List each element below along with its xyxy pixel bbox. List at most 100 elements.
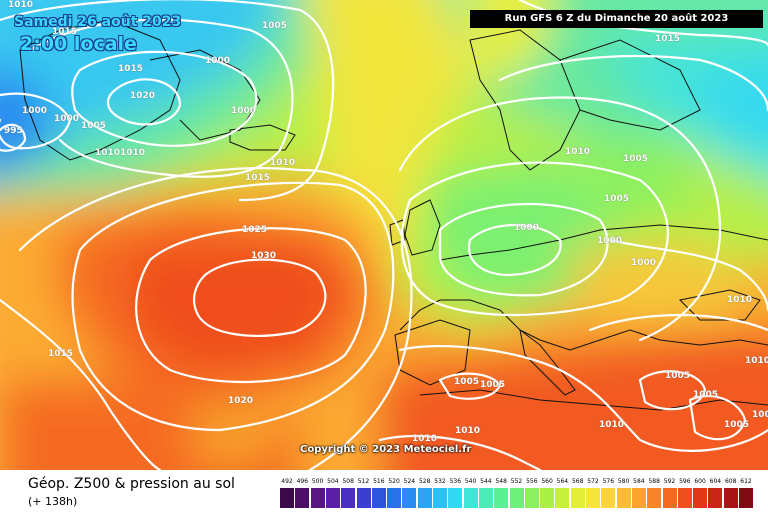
legend-tick: 568: [571, 478, 584, 485]
legend-tick: 604: [709, 478, 722, 485]
isobar-label: 1015: [52, 27, 78, 37]
legend-swatch: [631, 488, 646, 508]
legend-tick: 540: [464, 478, 477, 485]
map-subtitle: (+ 138h): [28, 495, 78, 508]
legend-tick: 492: [281, 478, 293, 485]
legend-swatch: [601, 488, 616, 508]
legend-swatch: [387, 488, 402, 508]
isobar-label: 1015: [245, 173, 271, 183]
legend-tick: 496: [296, 478, 309, 485]
geopotential-field: [0, 0, 768, 470]
isobar-label: 1010: [727, 295, 753, 305]
isobar-label: 1005: [752, 410, 768, 420]
color-legend: 492 496 500 504 508 512 516 520 524 528 532 536 540 5…: [280, 478, 754, 508]
isobar-label: 1015: [118, 64, 144, 74]
legend-swatch: [677, 488, 692, 508]
isobar-label: 1005: [480, 380, 506, 390]
legend-tick: 584: [633, 478, 645, 485]
isobar-label: 1000: [631, 258, 657, 268]
isobar-label: 1005: [665, 371, 691, 381]
isobar-label: 1000: [205, 56, 231, 66]
legend-swatch: [693, 488, 708, 508]
legend-swatch: [325, 488, 340, 508]
legend-swatch: [723, 488, 738, 508]
legend-swatch: [463, 488, 478, 508]
legend-tick: 556: [526, 478, 538, 485]
isobar-label: 1010: [745, 356, 768, 366]
isobar-label: 1010: [95, 148, 121, 158]
isobar-label: 1020: [130, 91, 156, 101]
legend-swatch: [310, 488, 325, 508]
forecast-time: 2:00 locale: [20, 33, 137, 55]
legend-tick: 500: [311, 478, 324, 485]
legend-tick: 520: [388, 478, 400, 485]
isobar-label: 1005: [81, 121, 107, 131]
legend-swatch: [402, 488, 417, 508]
isobar-label: 1005: [262, 21, 288, 31]
legend-tick: 504: [327, 478, 339, 485]
legend-swatch: [280, 488, 294, 508]
isobar-label: 1005: [604, 194, 630, 204]
legend-swatch: [295, 488, 310, 508]
legend-swatch: [647, 488, 662, 508]
legend-swatch: [524, 488, 539, 508]
isobar-label: 1015: [48, 349, 74, 359]
legend-swatch: [540, 488, 555, 508]
legend-tick: 560: [541, 478, 553, 485]
isobar-label: 1025: [242, 225, 268, 235]
legend-swatch: [448, 488, 463, 508]
legend-swatch: [662, 488, 677, 508]
forecast-date: Samedi 26 août 2023: [14, 14, 182, 30]
isobar-label: 1005: [454, 377, 480, 387]
map-title: Géop. Z500 & pression au sol: [28, 476, 235, 492]
copyright: Copyright © 2023 Meteociel.fr: [300, 444, 472, 455]
isobar-label: 1000: [54, 114, 80, 124]
legend-swatch: [739, 488, 753, 508]
legend-tick: 532: [434, 478, 446, 485]
legend-tick: 588: [648, 478, 660, 485]
legend-swatch: [371, 488, 386, 508]
isobar-label: 1005: [693, 390, 719, 400]
legend-tick: 596: [679, 478, 691, 485]
legend-swatch: [570, 488, 585, 508]
legend-tick: 592: [663, 478, 676, 485]
isobar-label: 1020: [228, 396, 254, 406]
legend-tick: 564: [556, 478, 569, 485]
isobar-label: 1010: [455, 426, 481, 436]
isobar-label: 1000: [514, 223, 540, 233]
legend-swatch: [433, 488, 447, 508]
legend-tick: 548: [495, 478, 507, 485]
legend-tick: 524: [403, 478, 416, 485]
legend-tick: 508: [342, 478, 354, 485]
legend-tick: 608: [724, 478, 737, 485]
footer: Géop. Z500 & pression au sol (+ 138h) 49…: [0, 470, 768, 512]
weather-map: Samedi 26 août 2023 2:00 locale Run GFS …: [0, 0, 768, 470]
legend-tick: 576: [602, 478, 615, 485]
isobar-label: 1010: [412, 434, 438, 444]
run-info: Run GFS 6 Z du Dimanche 20 août 2023: [470, 10, 763, 28]
legend-swatch: [708, 488, 723, 508]
legend-tick: 600: [694, 478, 706, 485]
legend-swatch: [509, 488, 524, 508]
isobar-label: 1030: [251, 251, 277, 261]
isobar-label: 1005: [724, 420, 750, 430]
legend-swatch: [586, 488, 600, 508]
legend-swatch: [494, 488, 509, 508]
legend-tick: 544: [480, 478, 492, 485]
legend-tick: 580: [617, 478, 630, 485]
isobar-label: 1000: [22, 106, 48, 116]
legend-swatch: [555, 488, 570, 508]
legend-tick: 536: [449, 478, 462, 485]
isobar-label: 1000: [597, 236, 623, 246]
isobar-label: 1000: [231, 106, 257, 116]
legend-tick: 528: [418, 478, 431, 485]
isobar-label: 1015: [655, 34, 681, 44]
legend-swatch: [478, 488, 493, 508]
legend-swatch: [417, 488, 432, 508]
isobar-label: 1010: [8, 0, 34, 10]
legend-swatch: [616, 488, 631, 508]
legend-tick: 552: [510, 478, 523, 485]
legend-tick: 572: [587, 478, 599, 485]
legend-tick: 512: [357, 478, 370, 485]
legend-swatch: [356, 488, 371, 508]
